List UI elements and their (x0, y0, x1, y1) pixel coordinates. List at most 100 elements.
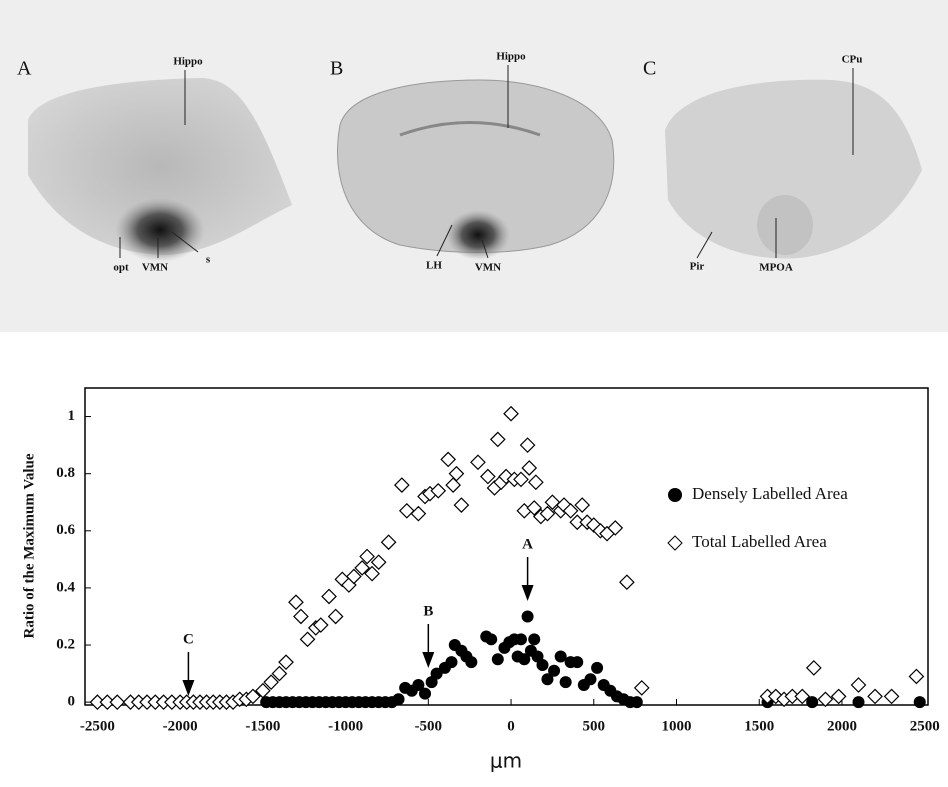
point (412, 679, 425, 692)
point (883, 688, 900, 705)
point (430, 482, 447, 499)
point (380, 534, 397, 551)
y-tick-label: 0.6 (56, 522, 75, 538)
x-tick-label: -500 (415, 718, 443, 734)
legend-label: Densely Labelled Area (692, 484, 848, 503)
point (263, 674, 279, 691)
region-label: opt (113, 262, 129, 274)
y-tick-label: 0 (68, 694, 76, 710)
point (619, 574, 635, 591)
x-tick-label: -2000 (163, 718, 198, 734)
panel-label: B (330, 58, 343, 80)
point (465, 656, 478, 669)
labelling-b (446, 210, 510, 260)
point (526, 500, 543, 516)
point (536, 659, 549, 672)
point (398, 502, 415, 519)
point (470, 454, 486, 471)
arrow-head (182, 680, 195, 696)
x-tick-label: 1000 (662, 718, 692, 734)
x-tick-label: 0 (507, 718, 515, 734)
point (480, 468, 496, 485)
point (419, 687, 432, 700)
leader-line (436, 224, 453, 257)
labelling-a (115, 198, 205, 262)
point (410, 505, 427, 522)
point (514, 633, 527, 646)
point (489, 431, 506, 448)
point (453, 497, 470, 513)
point (584, 673, 597, 686)
x-tick-label: 2000 (827, 718, 857, 734)
leader-line (696, 231, 713, 259)
point (312, 617, 329, 633)
point (521, 460, 538, 476)
point (327, 608, 344, 625)
point (354, 560, 370, 576)
point (528, 633, 541, 646)
labelling-c (757, 195, 813, 255)
point (359, 548, 375, 565)
point (805, 660, 822, 676)
point (541, 673, 554, 686)
legend-marker (667, 535, 683, 551)
region-label: VMN (475, 262, 501, 274)
arrow-label: B (423, 603, 433, 619)
brain-section-a (28, 78, 292, 255)
x-tick-label: -1000 (328, 718, 363, 734)
panel-label: C (643, 58, 656, 80)
legend-marker (668, 488, 682, 502)
brain-section-b (337, 79, 615, 253)
point (445, 477, 461, 493)
point (392, 693, 405, 706)
point (503, 405, 519, 422)
region-label: Hippo (496, 51, 526, 63)
y-tick-label: 0.8 (56, 465, 75, 481)
region-label: Hippo (173, 56, 203, 68)
point (867, 688, 883, 705)
point (370, 554, 387, 571)
point (548, 664, 561, 677)
panel-labels: A Hippo opt VMN s B Hippo LH VMN C CPu Pir MPOA (17, 51, 862, 274)
point (346, 568, 362, 585)
point (293, 608, 309, 625)
y-tick-label: 1 (68, 408, 76, 424)
point (491, 653, 504, 666)
region-label: Pir (690, 261, 705, 273)
point (806, 696, 819, 709)
x-tick-label: 2500 (910, 718, 940, 734)
region-label: s (206, 254, 211, 266)
point (528, 474, 544, 491)
y-tick-label: 0.4 (56, 579, 75, 595)
point (521, 610, 534, 623)
point (539, 505, 556, 522)
x-tick-label: -1500 (245, 718, 280, 734)
point (245, 688, 261, 705)
point (574, 497, 591, 513)
point (255, 682, 271, 699)
point (830, 688, 847, 705)
point (518, 653, 531, 666)
point (607, 520, 624, 536)
x-axis-label: μm (490, 749, 522, 773)
point (852, 696, 865, 709)
leader-line (171, 231, 199, 253)
point (445, 656, 458, 669)
arrow-head (422, 652, 435, 668)
point (562, 502, 579, 519)
point (850, 677, 867, 693)
panel-label: A (17, 58, 32, 80)
point (364, 565, 380, 582)
point (633, 680, 650, 696)
y-tick-label: 0.2 (56, 636, 75, 652)
point (109, 694, 126, 710)
arrow-label: A (522, 536, 533, 552)
hippocampus-b (399, 121, 541, 137)
arrow-head (521, 585, 534, 601)
point (321, 588, 337, 605)
point (559, 676, 572, 689)
brain-section-c (665, 79, 922, 259)
point (288, 594, 304, 611)
point (394, 477, 410, 493)
